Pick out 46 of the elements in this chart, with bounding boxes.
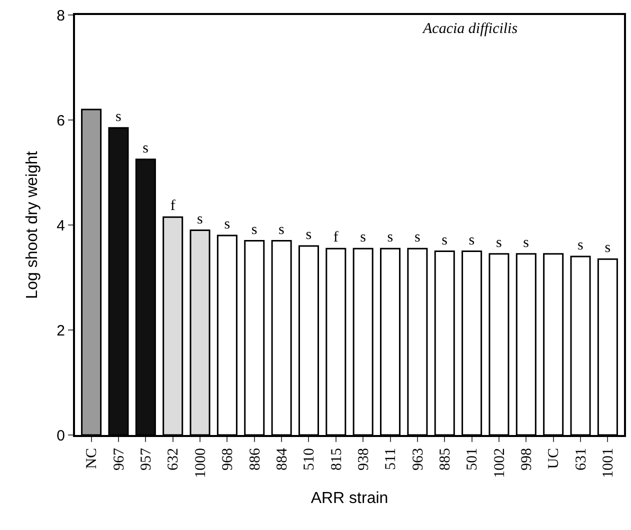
x-tick-label: 885	[437, 448, 454, 470]
x-tick-label: 884	[274, 448, 290, 470]
data-label: s	[142, 140, 149, 156]
x-tick-label: 501	[464, 448, 481, 470]
data-label: s	[523, 234, 530, 251]
data-label: s	[251, 222, 258, 238]
x-tick-label: 886	[247, 448, 264, 470]
data-label: f	[170, 198, 176, 214]
data-label: s	[496, 234, 502, 251]
data-label: f	[333, 230, 338, 246]
x-tick-label: 968	[220, 448, 236, 470]
data-label: s	[115, 108, 122, 125]
data-label: s	[224, 216, 230, 232]
data-label: s	[360, 230, 366, 246]
y-tick-label: 4	[56, 217, 65, 234]
x-tick-label: NC	[84, 448, 100, 469]
y-tick-label: 6	[56, 112, 65, 130]
y-tick-label: 2	[56, 322, 65, 340]
x-tick-label: 632	[166, 448, 182, 470]
x-tick-label: 1002	[492, 448, 508, 478]
x-tick-label: 510	[302, 448, 318, 470]
y-tick-label: 0	[56, 427, 65, 444]
x-axis-title: ARR strain	[310, 490, 388, 508]
annotation: Acacia difficilis	[422, 21, 518, 37]
data-label: s	[197, 211, 204, 228]
data-label: s	[604, 240, 611, 256]
x-tick-label: 1001	[600, 448, 617, 478]
data-label: s	[306, 227, 312, 243]
data-label: s	[387, 230, 394, 246]
y-tick-label: 8	[56, 7, 65, 24]
y-axis-title: Log shoot dry weight	[24, 150, 42, 299]
x-tick-label: 967	[111, 448, 128, 470]
data-label: s	[278, 222, 285, 238]
x-tick-label: 815	[328, 448, 345, 470]
data-label: s	[442, 232, 448, 248]
x-tick-label: 1000	[192, 448, 209, 478]
x-tick-label: 511	[383, 448, 400, 470]
x-tick-label: 998	[519, 448, 536, 470]
data-label: s	[468, 232, 475, 248]
x-tick-label: 631	[573, 448, 590, 470]
x-tick-label: 957	[138, 448, 155, 470]
data-label: s	[414, 230, 420, 246]
x-tick-label: 963	[410, 448, 426, 470]
x-tick-label: UC	[546, 448, 562, 469]
data-label: s	[578, 238, 584, 254]
x-tick-label: 938	[356, 448, 372, 470]
